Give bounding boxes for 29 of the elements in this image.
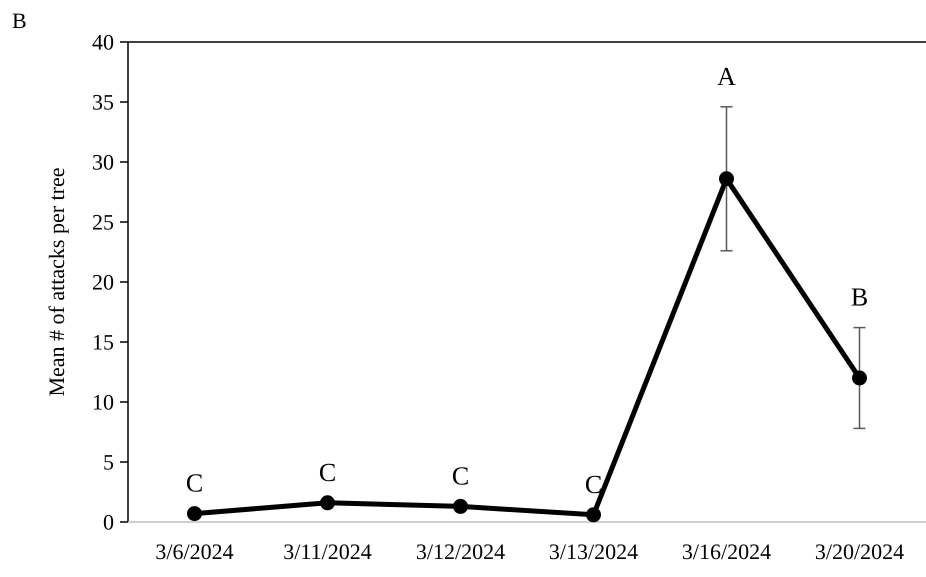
point bbox=[852, 370, 867, 386]
point bbox=[453, 498, 468, 514]
point bbox=[320, 495, 335, 510]
point bbox=[586, 507, 601, 522]
x-tick-label: 3/20/2024 bbox=[814, 539, 904, 564]
y-tick-label: 5 bbox=[103, 450, 114, 475]
y-tick-label: 40 bbox=[92, 30, 114, 55]
y-tick-label: 30 bbox=[92, 150, 114, 175]
y-axis-title: Mean # of attacks per tree bbox=[44, 167, 69, 397]
y-tick-label: 20 bbox=[92, 270, 114, 295]
data-label: B bbox=[850, 282, 868, 312]
text: B bbox=[12, 8, 27, 33]
y-tick-label: 25 bbox=[92, 210, 114, 235]
data-label: C bbox=[584, 470, 602, 499]
x-tick-label: 3/13/2024 bbox=[548, 539, 638, 564]
point bbox=[187, 506, 202, 522]
point bbox=[719, 171, 734, 186]
data-label: C bbox=[452, 461, 470, 490]
data-label: C bbox=[186, 468, 204, 498]
y-tick-label: 10 bbox=[92, 390, 114, 415]
x-tick-label: 3/6/2024 bbox=[155, 539, 234, 564]
data-label: C bbox=[318, 458, 336, 487]
y-tick-label: 35 bbox=[92, 90, 114, 115]
x-tick-label: 3/12/2024 bbox=[416, 539, 506, 564]
y-tick-label: 15 bbox=[92, 330, 114, 355]
y-tick-label: 0 bbox=[103, 510, 114, 535]
x-tick-label: 3/11/2024 bbox=[283, 539, 372, 564]
data-label: A bbox=[717, 62, 736, 91]
x-tick-label: 3/16/2024 bbox=[682, 539, 772, 564]
